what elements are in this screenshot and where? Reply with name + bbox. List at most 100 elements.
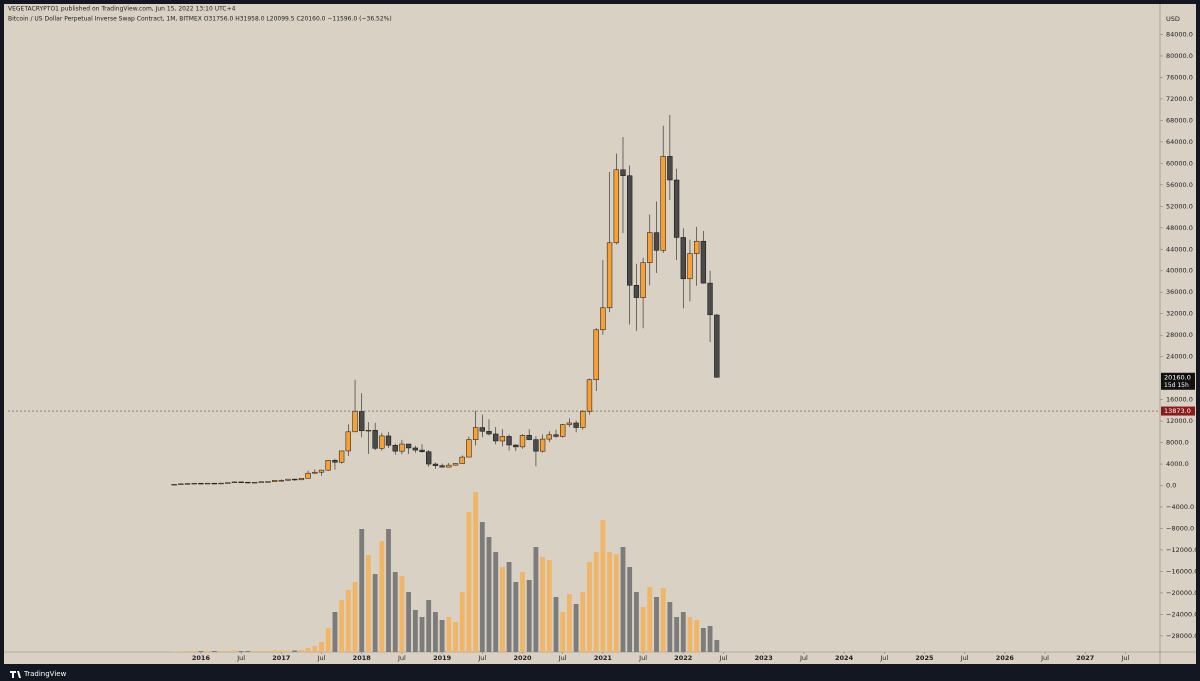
volume-bar — [613, 554, 619, 652]
y-tick-label: 76000.0 — [1166, 73, 1193, 81]
candle-body — [700, 240, 707, 284]
volume-bar — [459, 592, 465, 652]
x-tick-label: 2024 — [835, 654, 854, 662]
volume-bar — [185, 651, 190, 652]
x-tick-label: Jul — [477, 654, 486, 662]
y-tick-label: −12000.0 — [1166, 546, 1198, 554]
bar-countdown: 15d 15h — [1164, 382, 1189, 389]
footer-logo[interactable]: TradingView — [10, 670, 67, 678]
x-tick-label: Jul — [1121, 654, 1130, 662]
volume-bar — [546, 560, 552, 652]
candle-body — [439, 465, 445, 468]
volume-bar — [339, 600, 345, 652]
candle-body — [318, 469, 325, 473]
volume-bar — [211, 651, 217, 652]
volume-bar — [198, 651, 204, 652]
candle-body — [580, 411, 586, 428]
x-tick-label: 2021 — [594, 654, 613, 662]
volume-bar — [252, 651, 257, 652]
candle-body — [432, 463, 439, 466]
candle-body — [171, 484, 177, 486]
y-tick-label: −28000.0 — [1166, 632, 1198, 640]
x-tick-label: Jul — [960, 654, 969, 662]
y-tick-label: 8000.0 — [1166, 439, 1189, 447]
candle-body — [399, 443, 405, 452]
y-tick-label: 40000.0 — [1166, 267, 1193, 275]
candle-body — [459, 456, 465, 464]
volume-bar — [245, 651, 251, 652]
volume-bar — [493, 552, 499, 652]
x-tick-label: Jul — [1040, 654, 1049, 662]
volume-bar — [285, 650, 291, 652]
candle-body — [245, 481, 251, 484]
x-tick-label: Jul — [719, 654, 728, 662]
volume-bar — [680, 612, 686, 652]
volume-bar — [647, 587, 653, 652]
candle-body — [653, 232, 660, 251]
candle-body — [359, 411, 365, 432]
volume-bar — [352, 582, 358, 652]
candle-body — [352, 411, 358, 433]
candle-body — [419, 449, 425, 452]
volume-bar — [520, 572, 525, 652]
x-tick-label: 2018 — [353, 654, 372, 662]
x-tick-label: 2026 — [996, 654, 1015, 662]
candle-body — [533, 439, 539, 452]
volume-bar — [627, 567, 633, 652]
candle-body — [178, 483, 184, 485]
candle-body — [271, 480, 278, 482]
candle-body — [627, 175, 633, 286]
x-tick-label: Jul — [236, 654, 245, 662]
candle-body — [546, 434, 552, 440]
volume-bar — [205, 651, 211, 652]
candle-body — [673, 179, 680, 238]
volume-bar — [399, 576, 405, 652]
candle-body — [325, 460, 331, 471]
volume-bar — [406, 592, 411, 652]
volume-bar — [232, 650, 237, 652]
volume-bar — [272, 650, 278, 652]
x-tick-label: Jul — [638, 654, 647, 662]
x-tick-label: 2019 — [433, 654, 452, 662]
y-tick-label: 72000.0 — [1166, 95, 1193, 103]
candle-body — [292, 478, 298, 481]
candle-body — [479, 427, 485, 432]
volume-bar — [305, 648, 311, 652]
last-price-box — [1161, 372, 1195, 390]
y-tick-label: 64000.0 — [1166, 138, 1193, 146]
candle-body — [472, 427, 479, 440]
volume-bar — [593, 552, 599, 652]
volume-bar — [473, 492, 479, 652]
volume-bar — [526, 580, 532, 652]
candle-body — [278, 480, 284, 482]
candle-body — [285, 478, 291, 481]
volume-bar — [714, 640, 720, 652]
candle-body — [412, 447, 419, 451]
candle-body — [486, 431, 492, 435]
candle-body — [365, 429, 372, 432]
candle-body — [305, 472, 311, 479]
y-tick-label: −8000.0 — [1166, 524, 1194, 532]
y-tick-label: 36000.0 — [1166, 288, 1193, 296]
y-tick-label: 68000.0 — [1166, 116, 1193, 124]
y-tick-label: −16000.0 — [1166, 567, 1198, 575]
volume-bar — [412, 610, 418, 652]
candle-body — [714, 314, 720, 378]
volume-bar — [674, 617, 680, 652]
volume-bar — [446, 617, 452, 652]
volume-bar — [426, 600, 432, 652]
candle-body — [298, 478, 305, 481]
candle-body — [265, 481, 271, 483]
volume-bar — [486, 537, 492, 652]
volume-bar — [299, 650, 304, 652]
y-tick-label: 12000.0 — [1166, 417, 1193, 425]
volume-bar — [238, 651, 244, 652]
candle-body — [613, 169, 619, 244]
volume-bar — [573, 604, 579, 652]
volume-bar — [319, 642, 324, 652]
volume-bar — [345, 590, 351, 652]
volume-bar — [707, 626, 713, 652]
volume-bar — [580, 592, 586, 652]
candle-body — [379, 435, 385, 449]
volume-bar — [433, 612, 438, 652]
